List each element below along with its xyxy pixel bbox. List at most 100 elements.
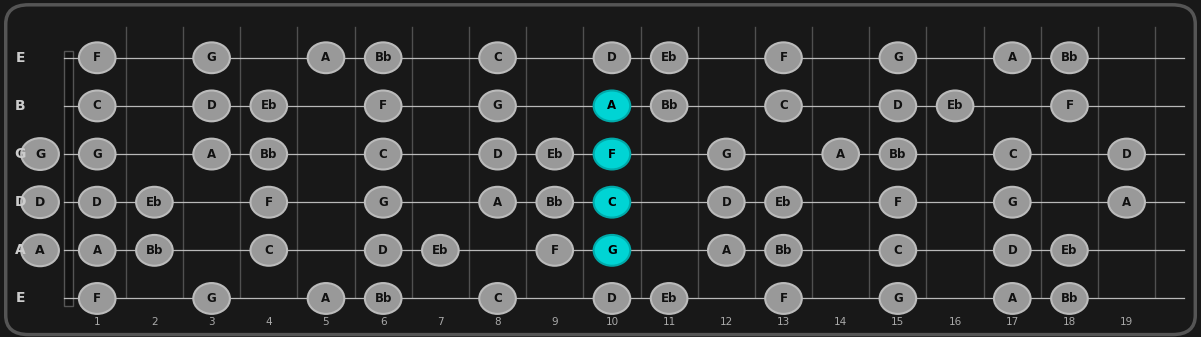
Bar bbox=[64, 51, 73, 306]
Circle shape bbox=[365, 235, 401, 266]
Circle shape bbox=[593, 42, 631, 73]
Circle shape bbox=[1109, 187, 1145, 218]
Text: G: G bbox=[607, 244, 617, 257]
Circle shape bbox=[22, 235, 59, 266]
Circle shape bbox=[994, 235, 1030, 266]
Text: C: C bbox=[494, 292, 502, 305]
Text: 8: 8 bbox=[495, 316, 501, 327]
Text: A: A bbox=[322, 51, 330, 64]
Text: Bb: Bb bbox=[1060, 292, 1078, 305]
Circle shape bbox=[22, 186, 59, 218]
Circle shape bbox=[22, 138, 59, 170]
Text: F: F bbox=[380, 99, 387, 113]
Circle shape bbox=[251, 91, 287, 121]
Text: F: F bbox=[1065, 99, 1074, 113]
Text: D: D bbox=[607, 292, 617, 305]
Circle shape bbox=[479, 42, 516, 73]
Text: 18: 18 bbox=[1063, 316, 1076, 327]
Circle shape bbox=[365, 139, 401, 170]
Text: Bb: Bb bbox=[375, 292, 392, 305]
Text: E: E bbox=[16, 292, 25, 305]
Circle shape bbox=[537, 187, 573, 218]
Text: F: F bbox=[551, 244, 558, 257]
Text: 17: 17 bbox=[1005, 316, 1018, 327]
Circle shape bbox=[79, 139, 115, 170]
Text: B: B bbox=[14, 99, 25, 113]
Text: D: D bbox=[1122, 148, 1131, 160]
Text: F: F bbox=[94, 51, 101, 64]
Circle shape bbox=[593, 235, 631, 266]
Text: Bb: Bb bbox=[261, 148, 277, 160]
Text: G: G bbox=[92, 148, 102, 160]
Circle shape bbox=[593, 139, 631, 170]
Text: A: A bbox=[1008, 292, 1017, 305]
Text: F: F bbox=[779, 292, 788, 305]
Circle shape bbox=[479, 91, 516, 121]
Text: Eb: Eb bbox=[661, 292, 677, 305]
Text: Bb: Bb bbox=[661, 99, 677, 113]
Circle shape bbox=[593, 187, 631, 218]
Text: Bb: Bb bbox=[375, 51, 392, 64]
Text: G: G bbox=[378, 196, 388, 209]
Text: 4: 4 bbox=[265, 316, 273, 327]
Circle shape bbox=[765, 42, 802, 73]
Circle shape bbox=[765, 91, 802, 121]
Circle shape bbox=[879, 139, 916, 170]
Circle shape bbox=[136, 187, 173, 218]
Text: 9: 9 bbox=[551, 316, 558, 327]
Circle shape bbox=[1051, 91, 1088, 121]
Text: F: F bbox=[94, 292, 101, 305]
Text: C: C bbox=[779, 99, 788, 113]
FancyBboxPatch shape bbox=[6, 5, 1195, 335]
Text: D: D bbox=[1008, 244, 1017, 257]
Circle shape bbox=[365, 283, 401, 314]
Text: C: C bbox=[1008, 148, 1016, 160]
Text: F: F bbox=[894, 196, 902, 209]
Text: Bb: Bb bbox=[145, 244, 163, 257]
Circle shape bbox=[593, 283, 631, 314]
Circle shape bbox=[593, 91, 631, 121]
Text: Bb: Bb bbox=[889, 148, 907, 160]
Text: G: G bbox=[492, 99, 502, 113]
Circle shape bbox=[307, 283, 345, 314]
Circle shape bbox=[1051, 283, 1088, 314]
Text: 6: 6 bbox=[380, 316, 387, 327]
Text: D: D bbox=[14, 195, 25, 209]
Text: D: D bbox=[492, 148, 502, 160]
Text: C: C bbox=[894, 244, 902, 257]
Text: C: C bbox=[264, 244, 273, 257]
Circle shape bbox=[1109, 139, 1145, 170]
Text: G: G bbox=[207, 51, 216, 64]
Circle shape bbox=[994, 42, 1030, 73]
Text: D: D bbox=[894, 99, 903, 113]
Text: A: A bbox=[722, 244, 731, 257]
Text: Eb: Eb bbox=[261, 99, 277, 113]
Text: 1: 1 bbox=[94, 316, 101, 327]
Text: E: E bbox=[16, 51, 25, 65]
Circle shape bbox=[709, 139, 745, 170]
Text: D: D bbox=[722, 196, 731, 209]
Text: 14: 14 bbox=[833, 316, 848, 327]
Text: Eb: Eb bbox=[546, 148, 563, 160]
Circle shape bbox=[193, 42, 229, 73]
Text: Bb: Bb bbox=[775, 244, 793, 257]
Circle shape bbox=[79, 91, 115, 121]
Circle shape bbox=[251, 235, 287, 266]
Text: G: G bbox=[14, 147, 25, 161]
Circle shape bbox=[537, 235, 573, 266]
Circle shape bbox=[79, 187, 115, 218]
Text: 19: 19 bbox=[1121, 316, 1134, 327]
Circle shape bbox=[994, 139, 1030, 170]
Circle shape bbox=[765, 187, 802, 218]
Text: 3: 3 bbox=[208, 316, 215, 327]
Circle shape bbox=[937, 91, 973, 121]
Circle shape bbox=[994, 283, 1030, 314]
Text: A: A bbox=[1008, 51, 1017, 64]
Circle shape bbox=[79, 283, 115, 314]
Text: F: F bbox=[608, 148, 616, 160]
Text: C: C bbox=[494, 51, 502, 64]
Circle shape bbox=[1051, 42, 1088, 73]
Text: 2: 2 bbox=[151, 316, 157, 327]
Circle shape bbox=[251, 139, 287, 170]
Circle shape bbox=[823, 139, 859, 170]
